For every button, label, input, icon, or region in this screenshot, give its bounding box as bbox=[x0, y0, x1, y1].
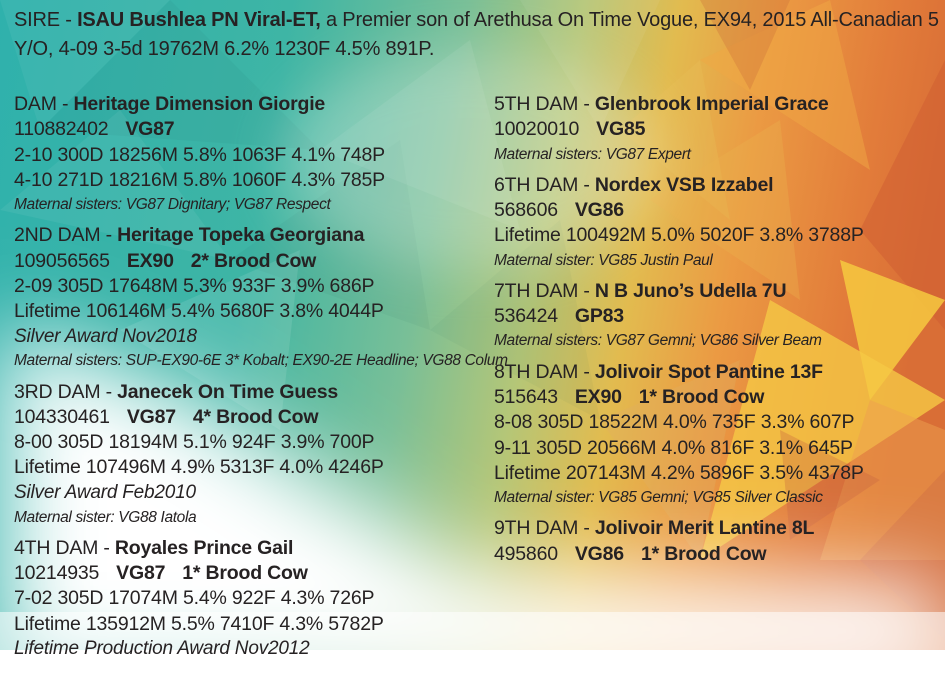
maternal-sisters-line: Maternal sister: VG88 Iatola bbox=[14, 508, 197, 526]
dam-brood-cow-status: 1* Brood Cow bbox=[640, 542, 767, 565]
dam-heading: 8TH DAM - Jolivoir Spot Pantine 13F bbox=[494, 360, 944, 385]
dam-classification-score: VG87 bbox=[116, 562, 166, 585]
dam-section: 3RD DAM - Janecek On Time Guess 104330461… bbox=[14, 380, 488, 530]
dam-id-line: 110882402 VG87 bbox=[14, 117, 488, 142]
sire-description: a Premier son of Arethusa On Time Vogue,… bbox=[14, 9, 939, 60]
dam-registration-number: 110882402 bbox=[14, 118, 109, 141]
production-record: 4-10 271D 18216M 5.8% 1060F 4.3% 785P bbox=[14, 168, 385, 191]
dam-label: 4TH DAM - bbox=[14, 536, 115, 559]
dam-id-line: 109056565 EX90 2* Brood Cow bbox=[14, 249, 488, 274]
production-record: 2-10 300D 18256M 5.8% 1063F 4.1% 748P bbox=[14, 143, 385, 166]
dam-section: 4TH DAM - Royales Prince Gail 10214935 VG8… bbox=[14, 536, 488, 662]
dam-classification-score: VG85 bbox=[596, 118, 646, 141]
dam-section: 6TH DAM - Nordex VSB Izzabel 568606 VG86 Li… bbox=[494, 173, 944, 273]
dam-section: 9TH DAM - Jolivoir Merit Lantine 8L 49586… bbox=[494, 516, 944, 567]
dam-heading: 5TH DAM - Glenbrook Imperial Grace bbox=[494, 92, 944, 117]
dam-name: Jolivoir Merit Lantine 8L bbox=[594, 517, 815, 540]
dam-id-line: 515643 EX90 1* Brood Cow bbox=[494, 385, 944, 410]
maternal-sisters-line: Maternal sisters: VG87 Expert bbox=[494, 145, 691, 163]
dam-heading: 7TH DAM - N B Juno’s Udella 7U bbox=[494, 279, 944, 304]
dam-label: 3RD DAM - bbox=[14, 380, 118, 403]
dam-heading: 9TH DAM - Jolivoir Merit Lantine 8L bbox=[494, 516, 944, 541]
dam-name: Nordex VSB Izzabel bbox=[594, 173, 774, 196]
dam-heading: 2ND DAM - Heritage Topeka Georgiana bbox=[14, 223, 488, 248]
dam-label: 2ND DAM - bbox=[14, 224, 118, 247]
dam-registration-number: 104330461 bbox=[14, 405, 110, 428]
dam-name: Jolivoir Spot Pantine 13F bbox=[594, 360, 823, 383]
maternal-sisters-line: Maternal sisters: VG87 Gemni; VG86 Silve… bbox=[494, 332, 822, 350]
dam-name: Glenbrook Imperial Grace bbox=[594, 93, 829, 115]
dam-name: Heritage Topeka Georgiana bbox=[117, 224, 365, 247]
dam-classification-score: VG86 bbox=[574, 542, 624, 565]
maternal-sisters-line: Maternal sisters: SUP-EX90-6E 3* Kobalt;… bbox=[14, 352, 508, 370]
dam-id-line: 10214935 VG87 1* Brood Cow bbox=[14, 561, 488, 586]
dam-heading: 3RD DAM - Janecek On Time Guess bbox=[14, 380, 488, 405]
dam-heading: DAM - Heritage Dimension Giorgie bbox=[14, 92, 488, 117]
dam-section: 7TH DAM - N B Juno’s Udella 7U 536424 GP83… bbox=[494, 279, 944, 354]
dam-id-line: 568606 VG86 bbox=[494, 198, 944, 223]
dam-label: 7TH DAM - bbox=[494, 279, 595, 302]
dam-name: Heritage Dimension Giorgie bbox=[73, 93, 326, 115]
dam-registration-number: 515643 bbox=[494, 385, 558, 408]
dam-label: 5TH DAM - bbox=[494, 93, 595, 115]
dam-classification-score: GP83 bbox=[574, 305, 624, 328]
dam-section: 5TH DAM - Glenbrook Imperial Grace 100200… bbox=[494, 92, 944, 167]
dam-label: DAM - bbox=[14, 93, 74, 115]
right-column: 5TH DAM - Glenbrook Imperial Grace 100200… bbox=[494, 92, 944, 573]
dam-name: N B Juno’s Udella 7U bbox=[594, 279, 787, 302]
production-record: Lifetime 100492M 5.0% 5020F 3.8% 3788P bbox=[494, 224, 864, 247]
dam-registration-number: 10214935 bbox=[14, 562, 100, 585]
dam-id-line: 495860 VG86 1* Brood Cow bbox=[494, 542, 944, 567]
dam-registration-number: 10020010 bbox=[494, 118, 580, 141]
award-line: Silver Award Feb2010 bbox=[14, 481, 196, 503]
dam-name: Royales Prince Gail bbox=[114, 536, 294, 559]
dam-section: 2ND DAM - Heritage Topeka Georgiana 10905… bbox=[14, 223, 508, 373]
production-record: Lifetime 107496M 4.9% 5313F 4.0% 4246P bbox=[14, 456, 384, 479]
sire-name: ISAU Bushlea PN Viral-ET, bbox=[77, 9, 321, 31]
dam-label: 9TH DAM - bbox=[494, 517, 595, 540]
dam-brood-cow-status: 1* Brood Cow bbox=[182, 562, 308, 585]
dam-registration-number: 536424 bbox=[494, 305, 558, 328]
award-line: Lifetime Production Award Nov2012 bbox=[14, 637, 310, 659]
dam-classification-score: VG87 bbox=[126, 405, 176, 428]
dam-heading: 6TH DAM - Nordex VSB Izzabel bbox=[494, 173, 944, 198]
maternal-sisters-line: Maternal sister: VG85 Justin Paul bbox=[494, 251, 713, 269]
sire-header: SIRE - ISAU Bushlea PN Viral-ET, a Premi… bbox=[14, 6, 942, 63]
dam-id-line: 10020010 VG85 bbox=[494, 117, 944, 142]
dam-section: 8TH DAM - Jolivoir Spot Pantine 13F 51564… bbox=[494, 360, 944, 511]
dam-classification-score: EX90 bbox=[126, 249, 174, 272]
production-record: 2-09 305D 17648M 5.3% 933F 3.9% 686P bbox=[14, 274, 375, 297]
production-record: Lifetime 135912M 5.5% 7410F 4.3% 5782P bbox=[14, 612, 384, 635]
dam-brood-cow-status: 1* Brood Cow bbox=[638, 385, 765, 408]
dam-classification-score: VG87 bbox=[125, 118, 175, 141]
maternal-sisters-line: Maternal sisters: VG87 Dignitary; VG87 R… bbox=[14, 196, 331, 214]
dam-classification-score: VG86 bbox=[574, 199, 624, 222]
dam-brood-cow-status: 4* Brood Cow bbox=[192, 405, 319, 428]
dam-label: 6TH DAM - bbox=[494, 173, 595, 196]
production-record: 8-00 305D 18194M 5.1% 924F 3.9% 700P bbox=[14, 431, 375, 454]
sire-label: SIRE - bbox=[14, 9, 78, 31]
dam-classification-score: EX90 bbox=[574, 385, 622, 408]
production-record: 9-11 305D 20566M 4.0% 816F 3.1% 645P bbox=[494, 436, 853, 459]
dam-id-line: 536424 GP83 bbox=[494, 304, 944, 329]
dam-heading: 4TH DAM - Royales Prince Gail bbox=[14, 536, 488, 561]
dam-label: 8TH DAM - bbox=[494, 360, 595, 383]
dam-brood-cow-status: 2* Brood Cow bbox=[190, 249, 317, 272]
dam-registration-number: 568606 bbox=[494, 199, 558, 222]
production-record: Lifetime 207143M 4.2% 5896F 3.5% 4378P bbox=[494, 461, 864, 484]
award-line: Silver Award Nov2018 bbox=[14, 325, 197, 347]
dam-name: Janecek On Time Guess bbox=[117, 380, 338, 403]
maternal-sisters-line: Maternal sister: VG85 Gemni; VG85 Silver… bbox=[494, 489, 823, 507]
production-record: 8-08 305D 18522M 4.0% 735F 3.3% 607P bbox=[494, 411, 855, 434]
dam-registration-number: 109056565 bbox=[14, 249, 110, 272]
left-column: DAM - Heritage Dimension Giorgie 11088240… bbox=[14, 92, 508, 668]
production-record: 7-02 305D 17074M 5.4% 922F 4.3% 726P bbox=[14, 587, 375, 610]
production-record: Lifetime 106146M 5.4% 5680F 3.8% 4044P bbox=[14, 300, 384, 323]
dam-registration-number: 495860 bbox=[494, 542, 558, 565]
dam-id-line: 104330461 VG87 4* Brood Cow bbox=[14, 405, 488, 430]
dam-section: DAM - Heritage Dimension Giorgie 11088240… bbox=[14, 92, 488, 217]
